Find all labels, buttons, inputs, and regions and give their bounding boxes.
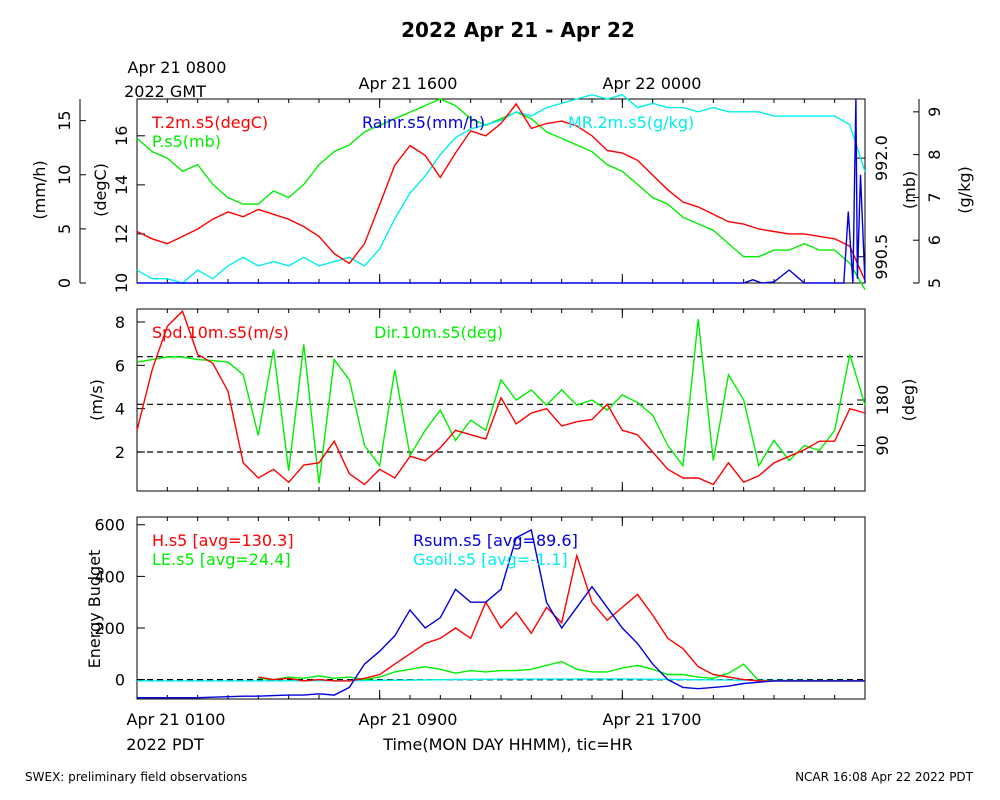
top-axis-label-1: Apr 21 0800 <box>128 58 227 77</box>
footer-right: NCAR 16:08 Apr 22 2022 PDT <box>795 770 974 784</box>
mixing-ratio-tick-label: 5 <box>925 278 944 288</box>
legend-wind-speed: Spd.10m.s5(m/s) <box>152 323 289 342</box>
temp-axis-title: (degC) <box>91 163 110 217</box>
pressure-axis-title: (mb) <box>900 171 919 209</box>
energy-tick-label: 600 <box>94 516 125 535</box>
series-h-line <box>258 553 865 682</box>
pressure-tick-label: 990.5 <box>872 234 891 280</box>
bottom-axis-year-label: 2022 PDT <box>126 735 204 754</box>
legend-sensible-heat: H.s5 [avg=130.3] <box>152 531 294 550</box>
bottom-axis-label-1: Apr 21 0100 <box>127 710 226 729</box>
legend-rain-rate: Rainr.s5(mm/h) <box>362 113 485 132</box>
series-t-line <box>136 102 866 281</box>
speed-tick-label: 6 <box>115 356 125 375</box>
energy-tick-label: 400 <box>94 567 125 586</box>
rain-tick-label: 0 <box>55 278 74 288</box>
x-axis-title: Time(MON DAY HHMM), tic=HR <box>382 735 633 754</box>
mixing-ratio-tick-label: 6 <box>925 235 944 245</box>
legend-mixing-ratio: MR.2m.s5(g/kg) <box>568 113 694 132</box>
footer-left: SWEX: preliminary field observations <box>25 770 247 784</box>
legend-net-radiation: Rsum.s5 [avg=89.6] <box>413 531 578 550</box>
pressure-tick-label: 992.0 <box>872 135 891 181</box>
rain-tick-label: 10 <box>55 165 74 185</box>
rain-tick-label: 5 <box>55 224 74 234</box>
speed-tick-label: 8 <box>115 313 125 332</box>
bottom-axis-label-3: Apr 21 1700 <box>603 710 702 729</box>
legend-latent-heat: LE.s5 [avg=24.4] <box>152 550 291 569</box>
mixing-ratio-tick-label: 9 <box>925 107 944 117</box>
chart-title: 2022 Apr 21 - Apr 22 <box>401 18 635 42</box>
speed-tick-label: 4 <box>115 400 125 419</box>
energy-tick-label: 0 <box>115 671 125 690</box>
series-le-line <box>258 660 865 682</box>
series-mr-line <box>136 93 866 284</box>
series-wind-speed-line <box>136 309 866 486</box>
temp-tick-label: 10 <box>112 273 131 293</box>
top-axis-label-2: Apr 21 1600 <box>359 74 458 93</box>
legend-temperature: T.2m.s5(degC) <box>151 113 268 132</box>
temp-tick-label: 12 <box>112 224 131 244</box>
mixing-ratio-tick-label: 8 <box>925 150 944 160</box>
rain-tick-label: 15 <box>55 110 74 130</box>
rain-axis-title: (mm/h) <box>30 160 49 219</box>
temp-tick-label: 14 <box>112 175 131 195</box>
mixing-ratio-tick-label: 7 <box>925 192 944 202</box>
speed-tick-label: 2 <box>115 443 125 462</box>
series-p-line <box>136 98 866 290</box>
series-rsum-line <box>137 528 865 699</box>
energy-axis-title: Energy Budget <box>85 550 104 669</box>
direction-tick-label: 180 <box>873 385 892 416</box>
direction-axis-title: (deg) <box>899 379 918 422</box>
energy-tick-label: 200 <box>94 619 125 638</box>
speed-axis-title: (m/s) <box>87 379 106 421</box>
direction-tick-label: 90 <box>873 435 892 455</box>
top-axis-label-3: Apr 22 0000 <box>603 74 702 93</box>
legend-wind-direction: Dir.10m.s5(deg) <box>374 323 503 342</box>
series-rainr-line <box>137 98 866 284</box>
mixing-ratio-axis-title: (g/kg) <box>955 166 974 213</box>
temp-tick-label: 16 <box>112 126 131 146</box>
series-wind-direction-line <box>136 319 866 484</box>
bottom-axis-label-2: Apr 21 0900 <box>359 710 458 729</box>
legend-soil-heat-flux: Gsoil.s5 [avg=-1.1] <box>413 550 568 569</box>
legend-pressure: P.s5(mb) <box>152 132 221 151</box>
top-axis-year-label: 2022 GMT <box>124 82 206 101</box>
